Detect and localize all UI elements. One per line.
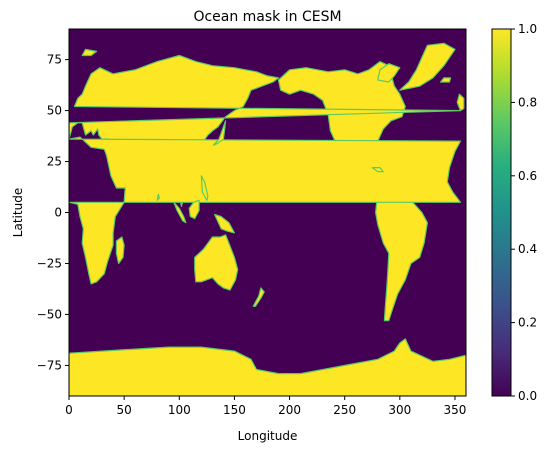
colorbar-frame [491,28,512,397]
land-region-borneo [188,199,200,220]
land-region-japan [212,120,227,146]
colorbar-tick-label: 0.0 [518,389,537,403]
y-tick-label: −25 [37,256,62,270]
x-tick-label: 50 [116,403,131,417]
land-region-africa [69,136,462,285]
land-region-cuba [371,167,384,173]
land-region-sri-lanka [156,193,160,201]
land-region-greenland [399,42,456,91]
colorbar-tick-label: 1.0 [518,22,537,36]
land-region-south-america [375,187,428,322]
y-axis-label: Latitude [11,188,25,237]
colorbar-tick-label: 0.2 [518,316,537,330]
colorbar: 0.0 0.2 0.4 0.6 0.8 1.0 [491,22,537,403]
colorbar-tick-label: 0.4 [518,242,537,256]
x-tick-label: 0 [65,403,73,417]
colorbar-gradient [492,29,511,396]
y-axis: −75 −50 −25 0 25 50 75 [37,53,69,372]
land-region-australia [194,234,239,291]
land-region-sumatra [173,201,187,224]
y-tick-label: 75 [47,53,62,67]
x-tick-label: 150 [223,403,246,417]
y-tick-label: 25 [47,155,62,169]
y-tick-label: −75 [37,358,62,372]
land-region-svalbard [81,48,98,57]
colorbar-tick-label: 0.6 [518,169,537,183]
x-axis: 0 50 100 150 200 250 300 350 [65,396,466,417]
land-region-new-zealand [252,287,265,307]
heatmap-plot-area [68,28,467,397]
x-tick-label: 200 [278,403,301,417]
x-tick-label: 250 [333,403,356,417]
colorbar-tick-label: 0.8 [518,95,537,109]
x-tick-label: 100 [168,403,191,417]
land-region-baffin-island [377,63,401,83]
y-tick-label: −50 [37,307,62,321]
land-region-antarctica [69,338,466,396]
land-region-new-guinea [214,213,235,234]
land-region-philippines [200,175,209,201]
x-tick-label: 350 [444,403,467,417]
y-tick-label: 50 [47,104,62,118]
y-tick-label: 0 [54,206,62,220]
land-region-great-britain [456,93,465,112]
land-region-iceland [440,77,452,83]
x-tick-label: 300 [388,403,411,417]
x-axis-label: Longitude [238,429,298,443]
chart-title: Ocean mask in CESM [193,9,341,25]
land-region-madagascar [115,236,125,265]
